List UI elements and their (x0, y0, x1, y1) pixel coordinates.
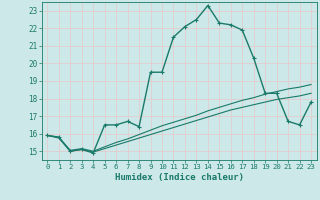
X-axis label: Humidex (Indice chaleur): Humidex (Indice chaleur) (115, 173, 244, 182)
